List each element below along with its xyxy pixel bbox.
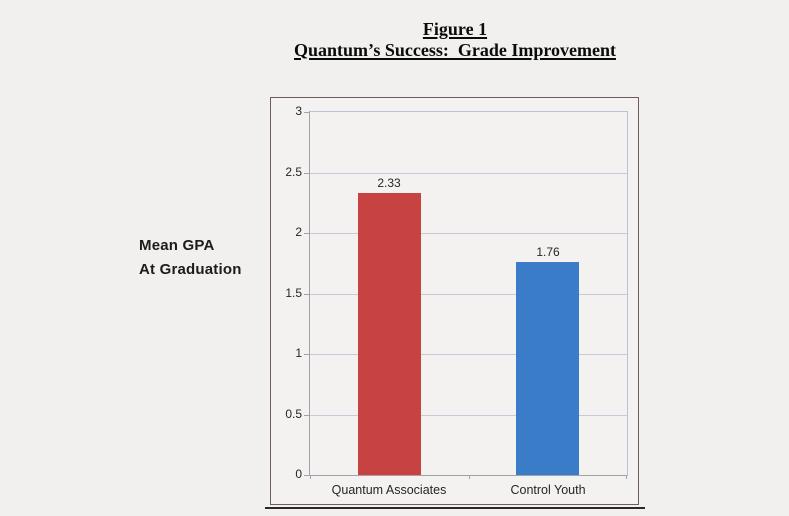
y-axis-title-line2: At Graduation [139,261,242,278]
gridline [310,173,627,174]
figure-title: Figure 1 Quantum’s Success: Grade Improv… [240,19,670,61]
y-tick-label: 2 [295,225,302,239]
frame-shadow-line [265,507,645,509]
y-axis-tick [304,173,310,174]
x-axis-tick [310,475,311,479]
y-tick-label: 1 [295,346,302,360]
y-tick-label: 3 [295,104,302,118]
y-tick-label: 2.5 [285,165,302,179]
gridline [310,233,627,234]
category-label: Quantum Associates [331,483,447,497]
y-axis-tick [304,233,310,234]
bar [516,262,579,475]
category-label: Control Youth [510,483,586,497]
gridline [310,294,627,295]
data-label: 1.76 [536,245,560,259]
y-axis-title-line1: Mean GPA [139,237,215,254]
data-label: 2.33 [377,176,401,190]
y-tick-label: 1.5 [285,286,302,300]
gridline [310,415,627,416]
x-axis-tick [626,475,627,479]
y-axis-tick [304,112,310,113]
y-axis-title: Mean GPA At Graduation [139,234,242,282]
figure-title-line2: Quantum’s Success: Grade Improvement [294,40,616,60]
y-tick-label: 0.5 [285,407,302,421]
y-axis-tick [304,294,310,295]
plot-area: 3 2.5 2 1.5 1 0.5 0 2.33 Quantum Associates 1.76 C… [285,104,628,497]
gridline [310,354,627,355]
y-tick-label: 0 [295,467,302,481]
y-axis-tick [304,475,310,476]
x-axis-tick [469,475,470,479]
chart-frame: 3 2.5 2 1.5 1 0.5 0 2.33 Quantum Associates 1.76 C… [270,97,639,505]
bar [358,193,421,475]
figure-title-line1: Figure 1 [422,19,488,39]
y-axis-tick [304,354,310,355]
y-axis-tick [304,415,310,416]
